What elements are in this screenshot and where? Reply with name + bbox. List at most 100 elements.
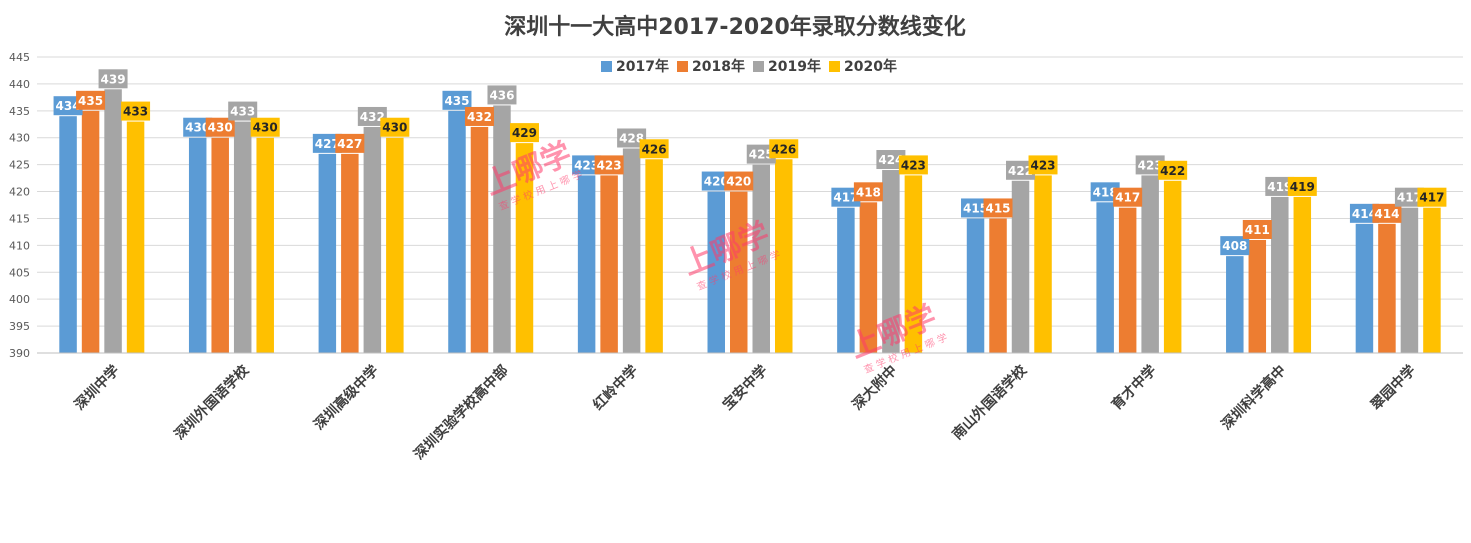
bar: [386, 137, 404, 353]
bar: [707, 191, 725, 353]
data-label-box: [1265, 176, 1295, 196]
bar: [188, 137, 207, 353]
data-label: 414: [1352, 207, 1377, 221]
bar: [730, 191, 748, 353]
legend-label: 2017年: [616, 58, 669, 75]
data-label-box: [1220, 236, 1250, 256]
data-label: 418: [856, 185, 881, 199]
data-label: 417: [833, 191, 858, 205]
bar: [211, 137, 229, 353]
bar: [752, 164, 770, 353]
bar: [1378, 223, 1396, 353]
data-label: 424: [878, 153, 903, 167]
data-label-box: [1349, 203, 1379, 223]
data-label: 432: [467, 110, 492, 124]
bar: [1034, 175, 1052, 353]
data-label: 417: [1419, 191, 1444, 205]
chart-title: 深圳十一大高中2017-2020年录取分数线变化: [504, 14, 966, 40]
bar: [1226, 256, 1244, 353]
data-label-box: [617, 128, 647, 148]
data-label: 436: [489, 88, 514, 102]
bar: [126, 121, 145, 353]
legend-label: 2018年: [692, 58, 745, 75]
bar: [1423, 207, 1441, 353]
data-label: 423: [901, 158, 926, 172]
data-label-box: [1158, 160, 1188, 180]
bar: [1293, 196, 1312, 353]
data-label: 415: [985, 201, 1010, 215]
data-label: 418: [1093, 185, 1118, 199]
legend-swatch: [677, 61, 688, 72]
data-label: 420: [704, 175, 729, 189]
data-label-box: [701, 171, 731, 191]
data-label: 435: [444, 94, 469, 108]
y-tick-label: 445: [9, 51, 30, 64]
bar: [577, 175, 596, 353]
data-label: 422: [1160, 164, 1185, 178]
data-label: 426: [771, 142, 796, 156]
bar: [904, 175, 923, 353]
bar: [1118, 207, 1137, 353]
data-label: 430: [208, 121, 233, 135]
data-labels: 4344354394334304304334304274274324304354…: [53, 69, 1447, 256]
bar: [363, 126, 382, 353]
data-label-box: [1417, 187, 1447, 207]
legend: 2017年 2018年 2019年 2020年: [601, 58, 897, 75]
data-label-box: [1394, 187, 1424, 207]
data-label: 425: [749, 148, 774, 162]
data-label-box: [898, 155, 928, 175]
y-tick-label: 415: [9, 212, 30, 225]
y-tick-label: 440: [9, 78, 30, 91]
data-label-box: [250, 117, 280, 137]
y-tick-label: 410: [9, 239, 30, 252]
data-label: 430: [185, 121, 210, 135]
y-tick-label: 390: [9, 347, 30, 360]
data-label-box: [442, 90, 472, 110]
data-label-box: [1006, 160, 1036, 180]
data-label: 422: [1008, 164, 1033, 178]
y-tick-label: 395: [9, 320, 30, 333]
data-label-box: [1287, 176, 1317, 196]
data-label: 411: [1245, 223, 1270, 237]
y-tick-label: 420: [9, 186, 30, 199]
data-label: 433: [123, 105, 148, 119]
bar: [493, 105, 511, 353]
bars: [59, 89, 1441, 354]
data-label: 429: [512, 126, 537, 140]
bar: [104, 89, 122, 354]
bar: [233, 121, 252, 353]
data-label-box: [724, 171, 754, 191]
bar: [1355, 223, 1374, 353]
data-label: 419: [1290, 180, 1315, 194]
data-label-box: [983, 198, 1013, 218]
data-label: 430: [253, 121, 278, 135]
data-label-box: [1242, 219, 1272, 239]
bar: [1011, 180, 1030, 353]
bar: [256, 137, 274, 353]
legend-swatch: [601, 61, 612, 72]
data-label-box: [1028, 155, 1058, 175]
data-label-box: [98, 69, 128, 89]
data-label-box: [509, 123, 539, 143]
data-label-box: [639, 139, 669, 159]
data-label-box: [1372, 203, 1402, 223]
y-tick-label: 400: [9, 293, 30, 306]
data-label: 427: [315, 137, 340, 151]
data-label-box: [961, 198, 991, 218]
bar: [59, 116, 77, 353]
data-label-box: [53, 96, 83, 116]
data-label: 432: [360, 110, 385, 124]
data-label-box: [121, 101, 151, 121]
bar: [645, 159, 663, 353]
bar: [318, 153, 337, 353]
data-label: 423: [574, 158, 599, 172]
bar: [1141, 175, 1159, 353]
data-label: 420: [726, 175, 751, 189]
data-label-box: [1090, 182, 1120, 202]
data-label-box: [572, 155, 602, 175]
data-label: 423: [1030, 158, 1055, 172]
y-tick-label: 435: [9, 105, 30, 118]
y-tick-label: 405: [9, 266, 30, 279]
data-label-box: [464, 106, 494, 126]
